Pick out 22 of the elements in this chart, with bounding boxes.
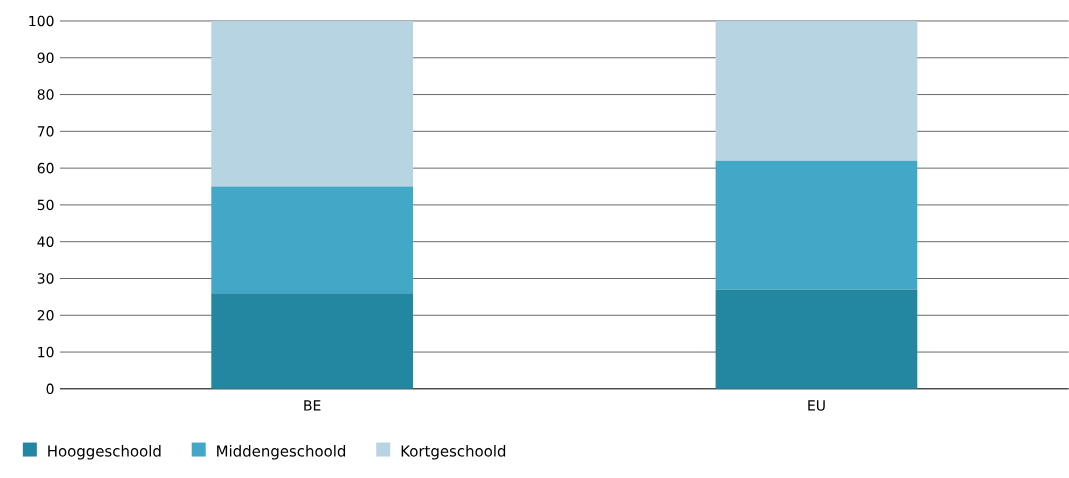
legend-label: Middengeschoold [217, 445, 346, 460]
bar [211, 21, 413, 187]
bar [211, 293, 413, 389]
x-tick-label: EU [808, 400, 825, 411]
y-tick-label: 30 [37, 273, 54, 284]
y-tick-label: 100 [29, 15, 54, 27]
y-tick-label: 50 [37, 199, 54, 211]
y-tick-label: 0 [46, 383, 54, 395]
legend-label: Kortgeschoold [401, 445, 506, 460]
y-tick-label: 10 [38, 346, 54, 358]
bar [715, 21, 918, 161]
y-tick-label: 90 [37, 52, 54, 64]
y-tick-label: 40 [37, 236, 54, 248]
legend-label: Hooggeschoold [48, 445, 161, 460]
y-tick-label: 60 [37, 162, 54, 174]
bar [211, 186, 413, 294]
bar [715, 160, 918, 290]
y-tick-label: 20 [37, 310, 54, 321]
y-tick-label: 70 [37, 126, 54, 137]
y-tick-label: 80 [37, 89, 54, 100]
bar [715, 289, 918, 389]
x-tick-label: BE [304, 400, 321, 411]
